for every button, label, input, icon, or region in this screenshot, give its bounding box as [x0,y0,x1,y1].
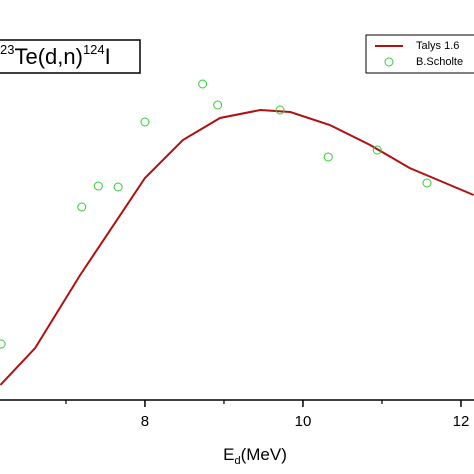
data-point [113,182,123,192]
data-point [323,152,333,162]
data-point [213,100,223,110]
legend-label: B.Scholte [416,56,463,68]
x-label-main: (MeV) [241,445,287,464]
title-sup: 124 [83,42,105,57]
x-tick-label: 12 [453,413,470,430]
data-point [422,178,432,188]
x-label-sub: d [234,455,240,467]
data-point [0,339,6,349]
title-sup: 23 [0,42,14,57]
legend-swatch [384,57,394,67]
x-label-main: E [223,445,234,464]
series-line [0,108,474,386]
legend-label: Talys 1.6 [416,40,459,52]
legend-box [365,34,474,74]
title-main: Te(d,n) [14,44,82,69]
title-box [0,39,141,74]
title-main: I [105,44,111,69]
x-axis-label: Ed(MeV) [223,445,287,466]
x-tick-label: 8 [141,413,149,430]
x-tick-label: 10 [295,413,312,430]
data-point [93,181,103,191]
data-point [77,202,87,212]
data-point [372,145,382,155]
data-point [275,105,285,115]
data-point [140,117,150,127]
data-point [198,79,208,89]
chart-title: 23Te(d,n)124I [0,42,111,68]
